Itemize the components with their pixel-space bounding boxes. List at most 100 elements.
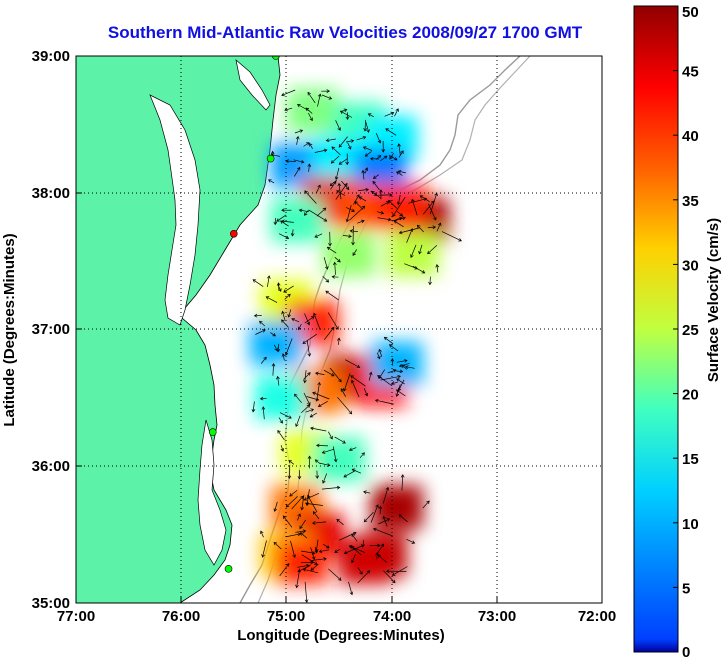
velocity-arrow-head [374,398,379,403]
velocity-arrow-head [386,569,390,574]
station-marker [208,428,217,436]
velocity-arrow [398,170,406,174]
velocity-arrow-head [395,393,400,397]
velocity-arrow [315,459,321,465]
velocity-arrow [312,392,330,400]
velocity-arrow-head [276,375,280,380]
velocity-arrow-head [276,348,281,353]
velocity-arrow-head [333,180,337,185]
velocity-arrow-head [387,217,392,222]
velocity-arrow [410,244,417,258]
y-tick-label: 36:00 [32,458,70,475]
colorbar [633,5,679,653]
velocity-arrow [304,581,308,603]
velocity-arrow [363,146,373,151]
velocity-arrow [252,279,264,287]
chart-title: Southern Mid-Atlantic Raw Velocities 200… [108,23,583,42]
velocity-arrow [397,194,401,205]
velocity-arrow-head [338,144,343,148]
velocity-arrow-head [351,208,355,212]
velocity-arrow-head [271,363,276,367]
velocity-arrow-head [280,220,284,224]
velocity-arrow-head [300,506,304,511]
velocity-arrow [377,375,393,387]
velocity-arrow [345,140,354,143]
velocity-arrow-head [345,161,350,166]
velocity-arrow [304,190,317,204]
velocity-arrow-head [344,182,348,187]
velocity-arrow-head [397,374,401,379]
velocity-arrow [383,570,396,583]
colorbar-tick-label: 40 [682,128,699,145]
velocity-arrow-head [348,410,353,415]
velocity-arrow-head [393,157,398,161]
velocity-arrow [380,155,388,162]
velocity-arrow-head [286,563,290,567]
velocity-arrow [285,338,293,356]
x-tick-label: 76:00 [162,608,200,625]
velocity-arrow-head [318,549,323,554]
velocity-arrow-head [304,190,308,194]
velocity-arrow-head [361,452,365,456]
velocity-arrow [292,229,294,236]
velocity-arrow-head [310,316,315,320]
velocity-arrow [325,290,339,301]
station-marker [230,229,238,238]
velocity-arrow [276,214,287,222]
velocity-arrow [322,276,329,283]
x-tick-label: 74:00 [373,608,411,625]
velocity-arrow-head [435,264,440,268]
velocity-arrow [373,174,379,179]
velocity-arrow-head [304,599,309,603]
velocity-arrow-head [354,201,358,205]
velocity-arrow-head [281,92,285,97]
velocity-arrow [338,136,348,148]
velocity-arrow [351,554,356,563]
velocity-arrow-head [307,91,311,96]
velocity-arrow [274,501,278,512]
velocity-arrow [277,376,280,386]
velocity-arrow-head [267,275,271,279]
velocity-arrow-head [312,521,316,525]
velocity-arrow [316,184,321,193]
velocity-arrow-head [377,355,381,360]
colorbar-tick-label: 10 [682,516,699,533]
velocity-arrow [389,154,398,161]
velocity-arrow-head [363,518,368,523]
velocity-cell [286,88,339,133]
velocity-arrow-head [389,193,393,197]
velocity-arrow [305,408,314,413]
velocity-arrow-head [362,136,367,140]
velocity-arrow [394,220,404,228]
velocity-arrow-head [305,107,310,112]
velocity-arrow-head [314,234,319,238]
velocity-arrow-head [304,212,308,216]
velocity-arrow-head [397,387,402,392]
velocity-arrow [303,142,310,147]
velocity-arrow [398,514,408,523]
velocity-arrow-head [297,104,301,108]
velocity-arrow-head [350,139,355,143]
velocity-arrow-head [390,358,395,362]
velocity-arrow [352,468,362,474]
velocity-arrow [298,323,302,330]
velocity-arrow-head [349,591,354,596]
velocity-arrow-head [370,156,374,161]
velocity-arrow [411,199,418,216]
velocity-arrow-head [284,352,289,356]
velocity-arrow [295,415,301,427]
velocity-arrow [357,189,369,191]
velocity-arrow [268,179,275,184]
velocity-arrow [283,285,294,293]
velocity-arrow-head [302,529,307,534]
velocity-arrow-head [383,336,388,341]
velocity-arrow [372,181,380,191]
velocity-arrow-head [297,513,301,517]
velocity-arrow [353,194,360,205]
velocity-arrow-head [437,222,442,227]
velocity-arrow [343,373,351,392]
x-axis-label: Longitude (Degrees:Minutes) [237,627,445,644]
velocity-arrow-head [343,108,348,113]
velocity-arrow-head [287,475,292,479]
velocity-arrow [396,360,408,363]
